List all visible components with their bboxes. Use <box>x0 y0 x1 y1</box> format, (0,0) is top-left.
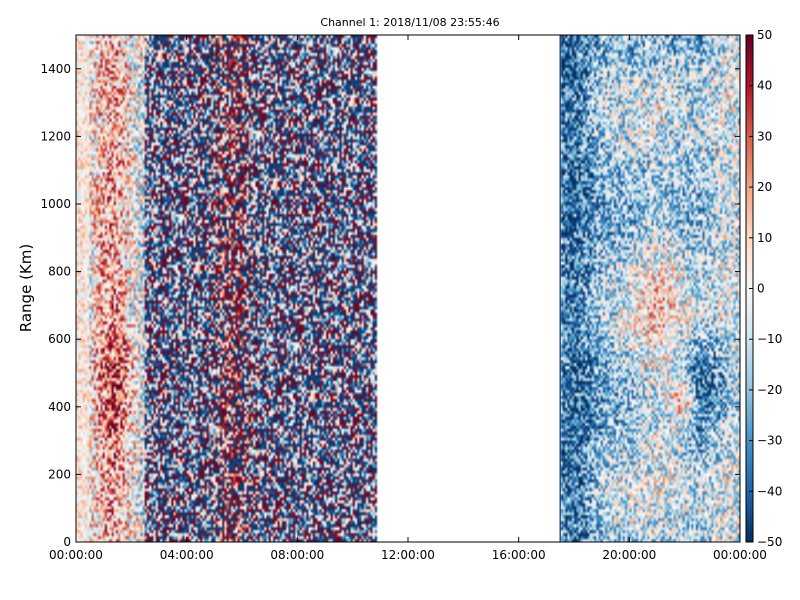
colorbar: 50 40 30 20 10 0 −10 −20 −30 −40 −50 <box>745 28 782 549</box>
colorbar-tick-label: 50 <box>757 28 772 42</box>
y-axis: 0 200 400 600 800 1000 1200 1400 <box>40 62 740 549</box>
colorbar-tick-label: −10 <box>757 332 782 346</box>
colorbar-tick-label: −20 <box>757 383 782 397</box>
x-tick-label: 12:00:00 <box>381 548 435 562</box>
x-tick-label: 20:00:00 <box>602 548 656 562</box>
y-tick-label: 0 <box>63 535 71 549</box>
x-tick-label: 16:00:00 <box>492 548 546 562</box>
x-tick-label: 00:00:00 <box>49 548 103 562</box>
y-tick-label: 400 <box>48 400 71 414</box>
colorbar-tick-label: 40 <box>757 79 772 93</box>
colorbar-tick-label: 20 <box>757 180 772 194</box>
colorbar-tick-label: 30 <box>757 129 772 143</box>
colorbar-ticks: 50 40 30 20 10 0 −10 −20 −30 −40 −50 <box>749 28 782 549</box>
colorbar-tick-label: −30 <box>757 434 782 448</box>
chart-title: Channel 1: 2018/11/08 23:55:46 <box>320 16 499 29</box>
y-tick-label: 200 <box>48 467 71 481</box>
y-tick-label: 800 <box>48 265 71 279</box>
y-tick-label: 1000 <box>40 197 71 211</box>
colorbar-tick-label: −50 <box>757 535 782 549</box>
heatmap-raster <box>76 35 740 542</box>
y-tick-label: 1200 <box>40 129 71 143</box>
x-tick-label: 00:00:00 <box>713 548 767 562</box>
colorbar-tick-label: 0 <box>757 282 765 296</box>
y-tick-label: 600 <box>48 332 71 346</box>
colorbar-tick-label: 10 <box>757 231 772 245</box>
x-tick-label: 04:00:00 <box>160 548 214 562</box>
heatmap-area <box>76 35 740 542</box>
x-tick-label: 08:00:00 <box>270 548 324 562</box>
colorbar-tick-label: −40 <box>757 484 782 498</box>
x-axis: 00:00:00 04:00:00 08:00:00 12:00:00 16:00:00… <box>49 35 767 562</box>
y-axis-label: Range (Km) <box>17 244 35 332</box>
y-tick-label: 1400 <box>40 62 71 76</box>
